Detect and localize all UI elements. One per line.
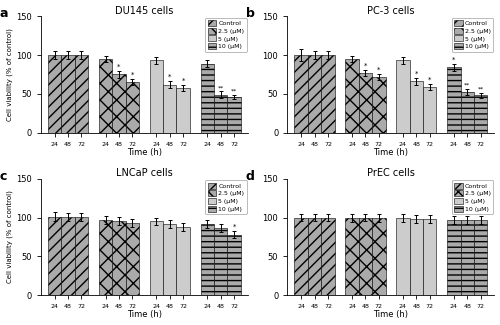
Title: LNCaP cells: LNCaP cells [116,168,172,178]
Bar [308,217,321,295]
Y-axis label: Cell viability (% of control): Cell viability (% of control) [6,28,13,121]
Bar [423,87,436,133]
X-axis label: Time (h): Time (h) [374,310,408,319]
Text: a: a [0,7,8,20]
Bar [62,217,74,295]
Text: c: c [0,170,6,183]
Legend: Control, 2.5 (μM), 5 (μM), 10 (μM): Control, 2.5 (μM), 5 (μM), 10 (μM) [205,18,246,52]
X-axis label: Time (h): Time (h) [127,310,162,319]
Legend: Control, 2.5 (μM), 5 (μM), 10 (μM): Control, 2.5 (μM), 5 (μM), 10 (μM) [452,18,493,52]
X-axis label: Time (h): Time (h) [127,148,162,157]
Text: *: * [428,77,432,83]
Bar [410,81,423,133]
Bar [74,55,88,133]
Text: b: b [246,7,255,20]
Title: DU145 cells: DU145 cells [115,6,174,16]
Bar [321,55,334,133]
Bar [358,73,372,133]
Bar [460,220,474,295]
Bar [346,59,358,133]
Bar [447,220,460,295]
Bar [410,219,423,295]
Text: *: * [364,63,367,69]
Bar [447,68,460,133]
Bar [321,217,334,295]
Bar [200,224,214,295]
Bar [474,220,488,295]
Bar [214,227,228,295]
Text: d: d [246,170,255,183]
Bar [423,219,436,295]
Bar [126,223,139,295]
Text: *: * [117,64,120,70]
Legend: Control, 2.5 (μM), 5 (μM), 10 (μM): Control, 2.5 (μM), 5 (μM), 10 (μM) [452,180,493,214]
Text: *: * [452,57,456,62]
Title: PrEC cells: PrEC cells [367,168,415,178]
Bar [294,217,308,295]
Text: *: * [130,72,134,78]
Bar [112,74,126,133]
Bar [176,227,190,295]
Bar [112,221,126,295]
Bar [294,55,308,133]
X-axis label: Time (h): Time (h) [374,148,408,157]
Text: *: * [414,71,418,77]
Text: *: * [168,74,172,80]
Title: PC-3 cells: PC-3 cells [367,6,414,16]
Bar [74,217,88,295]
Bar [346,218,358,295]
Bar [228,235,241,295]
Bar [372,218,386,295]
Bar [150,60,163,133]
Text: **: ** [231,88,237,93]
Y-axis label: Cell viability (% of control): Cell viability (% of control) [6,190,13,283]
Legend: Control, 2.5 (μM), 5 (μM), 10 (μM): Control, 2.5 (μM), 5 (μM), 10 (μM) [205,180,246,214]
Bar [126,82,139,133]
Bar [48,217,62,295]
Text: **: ** [478,87,484,92]
Bar [150,221,163,295]
Text: *: * [232,224,236,229]
Bar [99,59,112,133]
Bar [474,95,488,133]
Bar [396,218,409,295]
Text: *: * [182,78,185,84]
Bar [99,220,112,295]
Bar [176,88,190,133]
Bar [48,55,62,133]
Bar [214,95,228,133]
Bar [308,55,321,133]
Bar [62,55,74,133]
Bar [396,60,409,133]
Bar [372,77,386,133]
Bar [460,92,474,133]
Bar [200,64,214,133]
Text: **: ** [218,85,224,90]
Bar [358,217,372,295]
Bar [163,224,176,295]
Text: **: ** [464,83,470,88]
Bar [163,84,176,133]
Bar [228,97,241,133]
Text: *: * [377,67,380,72]
